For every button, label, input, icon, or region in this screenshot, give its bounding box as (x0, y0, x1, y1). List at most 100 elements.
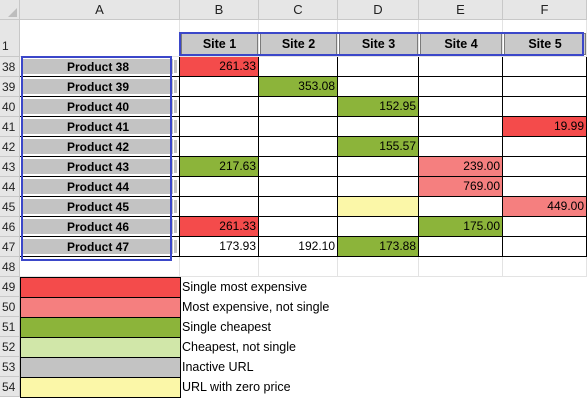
price-cell[interactable] (503, 157, 587, 177)
price-cell[interactable] (419, 197, 503, 217)
product-cell[interactable]: Product 39 (20, 77, 180, 97)
price-cell[interactable] (503, 137, 587, 157)
legend-label[interactable]: URL with zero price (182, 380, 291, 394)
legend-label[interactable]: Cheapest, not single (182, 340, 296, 354)
price-cell[interactable]: 152.95 (338, 97, 419, 117)
price-cell[interactable] (338, 217, 419, 237)
price-cell[interactable] (259, 177, 338, 197)
price-cell[interactable] (503, 217, 587, 237)
empty-cell[interactable] (503, 257, 587, 277)
price-cell[interactable] (503, 177, 587, 197)
product-cell[interactable]: Product 42 (20, 137, 180, 157)
price-cell[interactable] (180, 137, 259, 157)
price-cell[interactable] (338, 57, 419, 77)
row-header[interactable]: 48 (0, 257, 20, 277)
price-cell[interactable]: 261.33 (180, 57, 259, 77)
column-header-f[interactable]: F (503, 0, 587, 20)
column-header-d[interactable]: D (338, 0, 419, 20)
price-cell[interactable]: 175.00 (419, 217, 503, 237)
price-cell[interactable] (338, 77, 419, 97)
price-cell[interactable] (180, 197, 259, 217)
price-cell[interactable]: 173.88 (338, 237, 419, 257)
price-cell[interactable] (338, 117, 419, 137)
price-cell[interactable]: 261.33 (180, 217, 259, 237)
legend-swatch[interactable] (20, 277, 181, 298)
cell-a1[interactable] (20, 20, 180, 57)
product-cell[interactable]: Product 43 (20, 157, 180, 177)
product-cell[interactable]: Product 45 (20, 197, 180, 217)
row-header[interactable]: 44 (0, 177, 20, 197)
legend-swatch[interactable] (20, 297, 181, 318)
row-header[interactable]: 40 (0, 97, 20, 117)
empty-cell[interactable] (338, 257, 419, 277)
price-cell[interactable] (259, 117, 338, 137)
cell-row1[interactable] (419, 20, 503, 57)
price-cell[interactable]: 353.08 (259, 77, 338, 97)
legend-label[interactable]: Single most expensive (182, 280, 308, 294)
price-cell[interactable] (503, 97, 587, 117)
product-cell[interactable]: Product 44 (20, 177, 180, 197)
price-cell[interactable]: 19.99 (503, 117, 587, 137)
price-cell[interactable] (259, 137, 338, 157)
empty-cell[interactable] (180, 257, 259, 277)
cell-row1[interactable] (338, 20, 419, 57)
price-cell[interactable] (259, 197, 338, 217)
price-cell[interactable]: 155.57 (338, 137, 419, 157)
site-header[interactable]: Site 3 (339, 33, 418, 55)
price-cell[interactable] (419, 57, 503, 77)
row-header[interactable]: 41 (0, 117, 20, 137)
price-cell[interactable]: 239.00 (419, 157, 503, 177)
price-cell[interactable]: 217.63 (180, 157, 259, 177)
select-all-corner[interactable] (0, 0, 20, 20)
row-header[interactable]: 50 (0, 297, 20, 317)
price-cell[interactable]: 449.00 (503, 197, 587, 217)
price-cell[interactable] (259, 157, 338, 177)
row-header[interactable]: 42 (0, 137, 20, 157)
row-header[interactable]: 49 (0, 277, 20, 297)
row-header[interactable]: 45 (0, 197, 20, 217)
price-cell[interactable] (503, 57, 587, 77)
empty-cell[interactable] (20, 257, 180, 277)
price-cell[interactable] (180, 97, 259, 117)
price-cell[interactable] (338, 177, 419, 197)
product-cell[interactable]: Product 38 (20, 57, 180, 77)
legend-label[interactable]: Inactive URL (182, 360, 254, 374)
row-header[interactable]: 43 (0, 157, 20, 177)
row-header[interactable]: 51 (0, 317, 20, 337)
column-header-e[interactable]: E (419, 0, 503, 20)
legend-swatch[interactable] (20, 357, 181, 378)
product-cell[interactable]: Product 41 (20, 117, 180, 137)
cell-row1[interactable] (180, 20, 259, 57)
row-header[interactable]: 53 (0, 357, 20, 377)
row-header[interactable]: 38 (0, 57, 20, 77)
legend-label[interactable]: Most expensive, not single (182, 300, 330, 314)
cell-row1[interactable] (259, 20, 338, 57)
row-header[interactable]: 1 (0, 20, 20, 57)
price-cell[interactable]: 769.00 (419, 177, 503, 197)
price-cell[interactable]: 173.93 (180, 237, 259, 257)
row-header[interactable]: 54 (0, 377, 20, 397)
price-cell[interactable] (419, 117, 503, 137)
price-cell[interactable] (419, 77, 503, 97)
column-header-a[interactable]: A (20, 0, 180, 20)
empty-cell[interactable] (259, 257, 338, 277)
price-cell[interactable] (180, 77, 259, 97)
product-cell[interactable]: Product 40 (20, 97, 180, 117)
empty-cell[interactable] (419, 257, 503, 277)
legend-swatch[interactable] (20, 377, 181, 398)
price-cell[interactable] (503, 77, 587, 97)
price-cell[interactable] (503, 237, 587, 257)
column-header-b[interactable]: B (180, 0, 259, 20)
legend-label[interactable]: Single cheapest (182, 320, 271, 334)
legend-swatch[interactable] (20, 337, 181, 358)
price-cell[interactable] (419, 137, 503, 157)
price-cell[interactable] (338, 157, 419, 177)
row-header[interactable]: 39 (0, 77, 20, 97)
price-cell[interactable] (259, 57, 338, 77)
product-cell[interactable]: Product 46 (20, 217, 180, 237)
product-cell[interactable]: Product 47 (20, 237, 180, 257)
price-cell[interactable] (180, 117, 259, 137)
legend-swatch[interactable] (20, 317, 181, 338)
row-header[interactable]: 52 (0, 337, 20, 357)
price-cell[interactable] (338, 197, 419, 217)
